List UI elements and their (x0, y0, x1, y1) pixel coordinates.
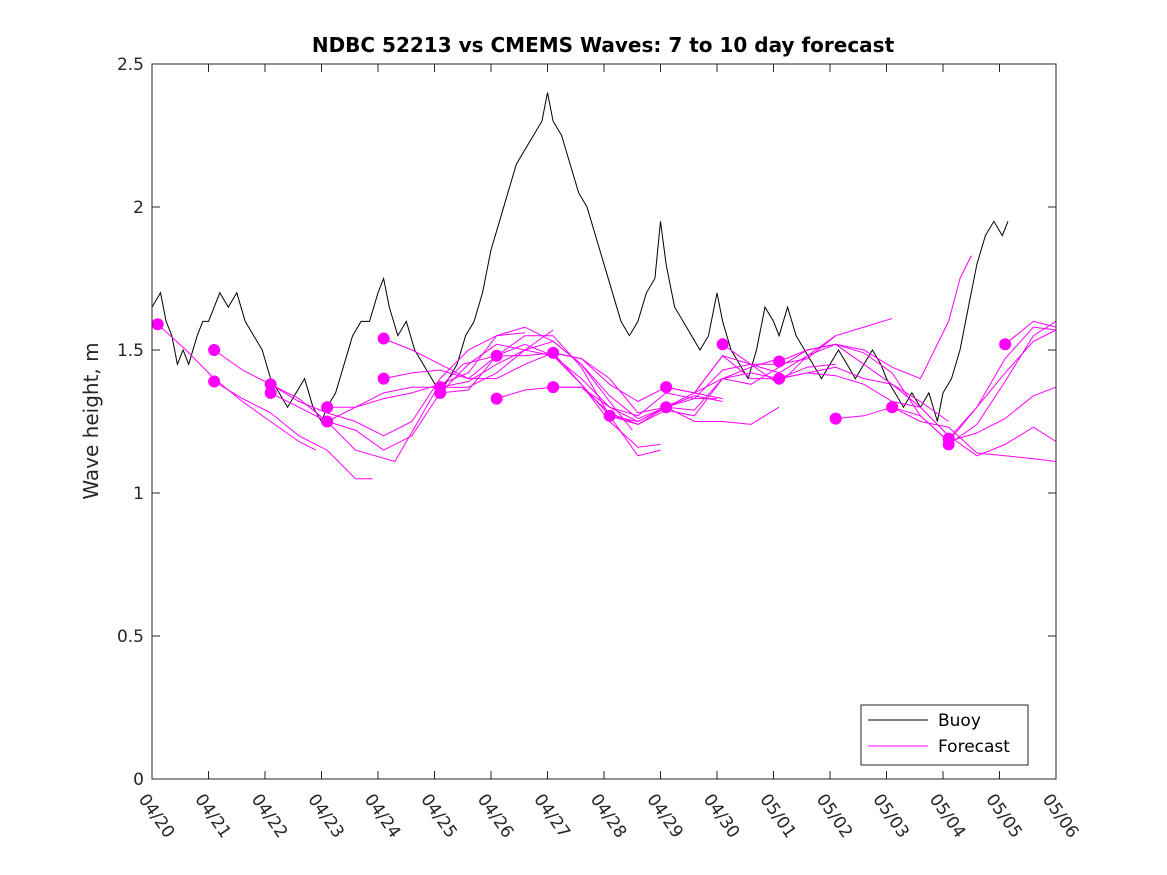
forecast-start-marker (321, 415, 334, 428)
x-tick-label: 04/21 (190, 790, 234, 842)
forecast-start-marker (490, 392, 503, 405)
forecast-markers (151, 318, 1012, 451)
forecast-start-marker (773, 372, 786, 385)
forecast-start-marker (434, 386, 447, 399)
forecast-start-marker (999, 338, 1012, 351)
forecast-run-line (1004, 320, 1057, 345)
x-tick-label: 04/25 (416, 790, 460, 842)
forecast-start-marker (490, 349, 503, 362)
forecast-start-marker (716, 338, 729, 351)
forecast-run-line (440, 335, 723, 425)
x-tick-label: 04/22 (247, 790, 291, 842)
forecast-run-line (270, 329, 554, 451)
forecast-run-line (213, 349, 497, 463)
legend-buoy-label: Buoy (938, 711, 981, 731)
forecast-run-line (553, 363, 836, 425)
forecast-run-line (948, 320, 1057, 445)
forecast-start-marker (264, 378, 277, 391)
forecast-start-marker (547, 346, 560, 359)
forecast-start-marker (264, 386, 277, 399)
forecast-start-marker (208, 344, 221, 356)
plot-background (152, 64, 1056, 779)
forecast-run-line (327, 326, 633, 431)
forecast-start-marker (547, 381, 560, 394)
forecast-run-line (779, 372, 1057, 457)
forecast-run-line (270, 332, 525, 437)
x-tick-label: 04/28 (586, 790, 630, 842)
forecast-start-marker (773, 355, 786, 368)
y-axis-label: Wave height, m (79, 342, 103, 499)
y-tick-label: 2 (133, 198, 144, 218)
chart-title: NDBC 52213 vs CMEMS Waves: 7 to 10 day f… (312, 33, 895, 57)
forecast-run-line (157, 323, 317, 451)
forecast-run-line (835, 406, 1057, 462)
x-tick-label: 05/03 (868, 790, 912, 842)
forecast-start-marker (377, 372, 390, 385)
plot-area (152, 64, 1056, 779)
y-tick-label: 1.5 (117, 341, 144, 361)
y-tick-label: 0.5 (117, 627, 144, 647)
forecast-start-marker (377, 332, 390, 345)
legend-box (860, 704, 1029, 766)
x-tick-label: 05/01 (755, 790, 799, 842)
forecast-start-marker (603, 409, 616, 422)
x-tick-label: 04/20 (134, 790, 178, 842)
forecast-run-line (496, 352, 780, 403)
x-tick-label: 04/30 (699, 790, 743, 842)
forecast-start-marker (942, 438, 955, 451)
y-tick-label: 1 (133, 484, 144, 504)
x-tick-label: 05/02 (812, 790, 856, 842)
legend-forecast-label: Forecast (938, 737, 1010, 757)
x-tick-label: 04/24 (360, 790, 404, 842)
forecast-run-line (948, 329, 1057, 440)
x-tick-label: 04/26 (473, 790, 517, 842)
forecast-start-marker (151, 318, 164, 331)
forecast-start-marker (886, 401, 899, 414)
x-tick-label: 04/29 (642, 790, 686, 842)
y-tick-label: 2.5 (117, 55, 144, 75)
x-tick-label: 04/27 (529, 790, 573, 842)
y-axis-ticks: 0 0.5 1 1.5 2 2.5 (117, 55, 1056, 790)
x-tick-label: 04/23 (303, 790, 347, 842)
forecast-start-marker (321, 401, 334, 414)
forecast-start-marker (208, 375, 221, 388)
x-tick-label: 05/05 (981, 790, 1025, 842)
forecast-run-line (213, 381, 373, 480)
forecast-run-line (383, 338, 661, 457)
x-tick-label: 05/04 (925, 790, 969, 842)
legend: Buoy Forecast (860, 704, 1029, 766)
x-tick-label: 05/06 (1038, 790, 1082, 842)
y-tick-label: 0 (133, 770, 144, 790)
forecast-start-marker (829, 412, 842, 425)
forecast-start-marker (660, 381, 673, 394)
forecast-run-line (722, 255, 972, 380)
forecast-start-marker (660, 401, 673, 414)
